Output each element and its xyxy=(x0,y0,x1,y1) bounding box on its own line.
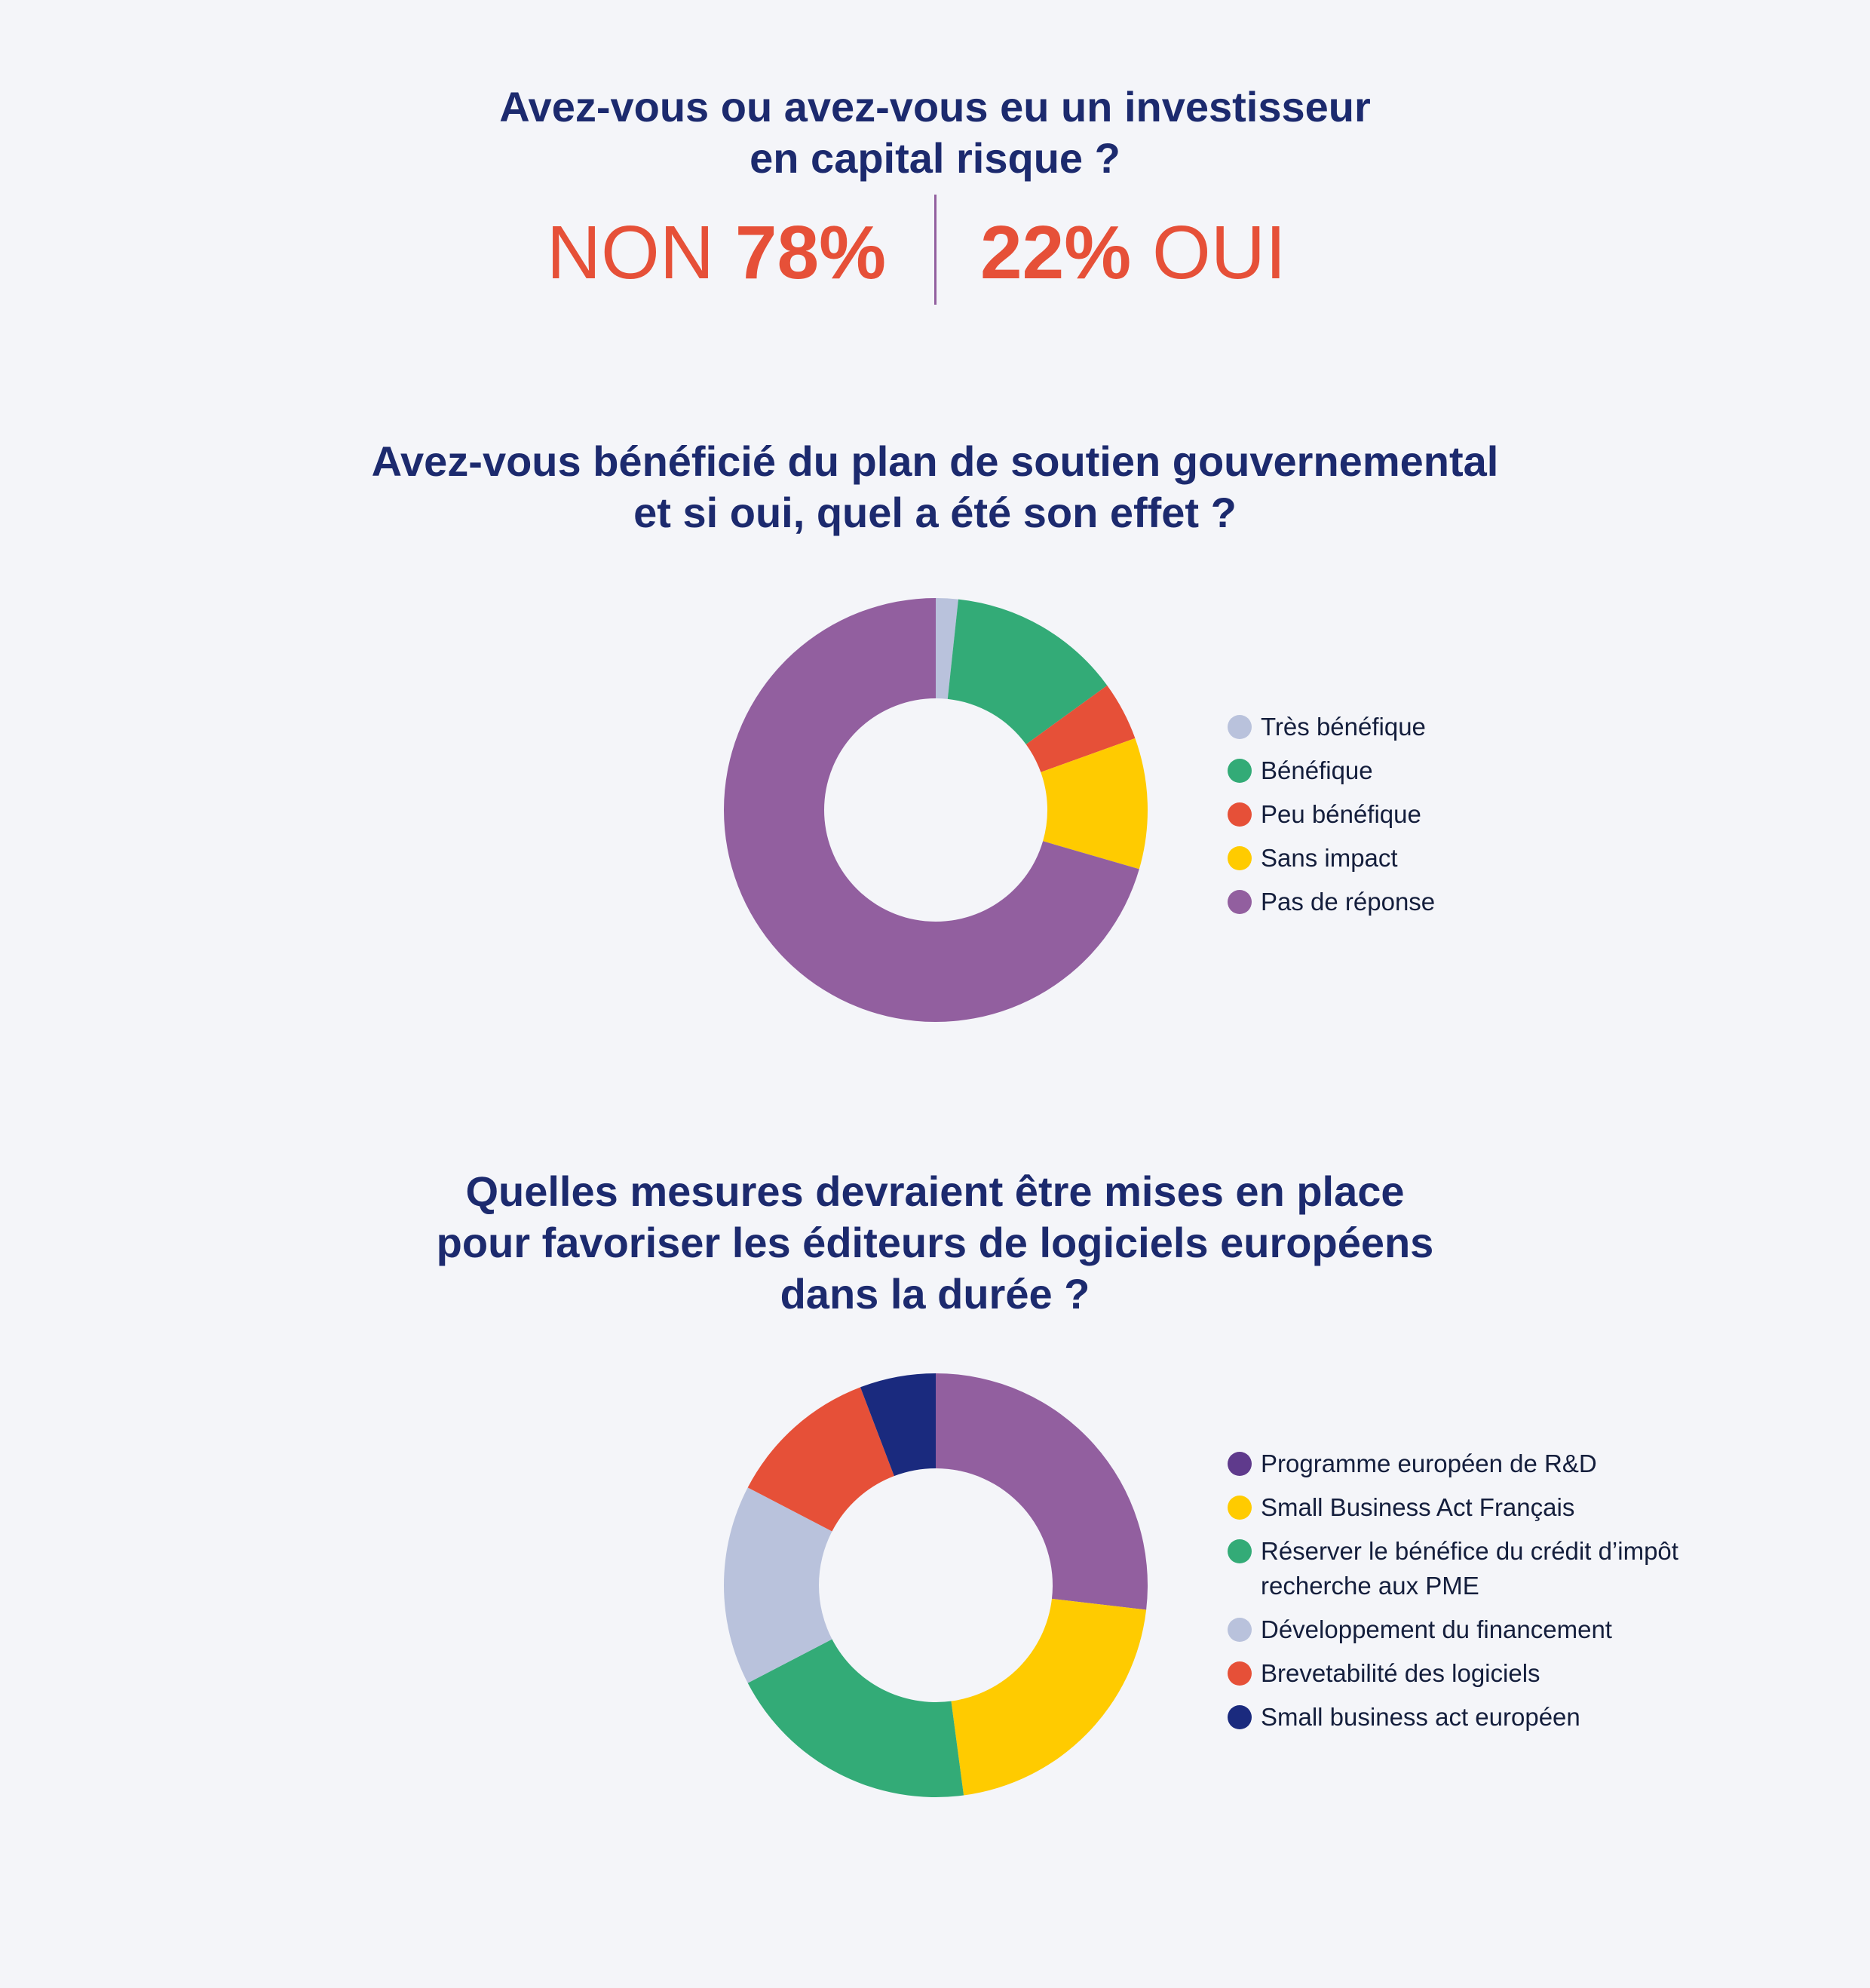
stat-divider xyxy=(934,195,937,305)
legend-swatch xyxy=(1228,759,1252,783)
legend-label: Sans impact xyxy=(1261,844,1398,872)
legend-label: Réserver le bénéfice du crédit d’impôt xyxy=(1261,1537,1678,1565)
legend-item-tres-benefique: Très bénéfique xyxy=(1228,710,1435,744)
legend-swatch xyxy=(1228,1539,1252,1563)
chart2-donut xyxy=(724,1373,1148,1797)
legend-item-pas-de-reponse: Pas de réponse xyxy=(1228,885,1435,919)
title-line: Quelles mesures devraient être mises en … xyxy=(465,1167,1405,1215)
legend-label: Développement du financement xyxy=(1261,1615,1612,1643)
slice-developpement-du-financement xyxy=(724,1487,832,1683)
legend-swatch xyxy=(1228,1452,1252,1476)
chart1-legend: Très bénéfique Bénéfique Peu bénéfique Sans… xyxy=(1228,710,1435,928)
legend-item-sans-impact: Sans impact xyxy=(1228,841,1435,876)
legend-swatch xyxy=(1228,846,1252,870)
non-label: NON xyxy=(546,210,715,295)
slice-benefique xyxy=(947,599,1108,745)
legend-label: Très bénéfique xyxy=(1261,713,1426,741)
legend-swatch xyxy=(1228,1661,1252,1686)
slice-pas-de-reponse xyxy=(723,598,1139,1022)
title-line: et si oui, quel a été son effet ? xyxy=(633,489,1237,536)
title-line: pour favoriser les éditeurs de logiciels… xyxy=(436,1219,1434,1266)
legend-label: Pas de réponse xyxy=(1261,888,1436,916)
oui-label: OUI xyxy=(1151,210,1286,295)
legend-item-peu-benefique: Peu bénéfique xyxy=(1228,797,1435,832)
chart1-title: Avez-vous bénéficié du plan de soutien g… xyxy=(0,436,1870,538)
slice-small-business-act-europeen xyxy=(860,1373,936,1477)
legend-swatch xyxy=(1228,1705,1252,1729)
slice-peu-benefique xyxy=(1025,685,1136,772)
legend-label: Bénéfique xyxy=(1261,756,1373,784)
stat-non: NON 78% xyxy=(547,204,886,302)
slice-programme-europeen-de-r-d xyxy=(936,1373,1148,1610)
legend-swatch xyxy=(1228,1496,1252,1520)
legend-label: Small business act européen xyxy=(1261,1703,1580,1731)
legend-item-benefique: Bénéfique xyxy=(1228,753,1435,788)
slice-brevetabilite-des-logiciels xyxy=(747,1387,894,1532)
slice-sans-impact xyxy=(1041,738,1148,870)
title-line: dans la durée ? xyxy=(780,1270,1090,1318)
legend-item-small-business-act-francais: Small Business Act Français xyxy=(1228,1490,1678,1525)
legend-item-developpement-du-financement: Développement du financement xyxy=(1228,1612,1678,1647)
legend-item-small-business-act-europeen: Small business act européen xyxy=(1228,1700,1678,1735)
legend-item-reserver-le-benefice-du-credit-d-impot-recherche-aux-pme: Réserver le bénéfice du crédit d’impôt re… xyxy=(1228,1534,1678,1603)
legend-label: Programme européen de R&D xyxy=(1261,1450,1597,1477)
non-value: 78% xyxy=(734,210,886,295)
legend-swatch xyxy=(1228,715,1252,739)
legend-label: Peu bénéfique xyxy=(1261,800,1421,828)
title-venture-capital: Avez-vous ou avez-vous eu un investisseu… xyxy=(0,81,1870,184)
chart2-legend: Programme européen de R&D Small Business … xyxy=(1228,1447,1678,1744)
legend-swatch xyxy=(1228,890,1252,914)
legend-swatch xyxy=(1228,1618,1252,1642)
stat-oui: 22% OUI xyxy=(980,204,1286,302)
oui-value: 22% xyxy=(980,210,1132,295)
title-line: Avez-vous ou avez-vous eu un investisseu… xyxy=(499,83,1371,130)
title-line: Avez-vous bénéficié du plan de soutien g… xyxy=(371,437,1499,485)
chart1-donut xyxy=(723,598,1148,1022)
legend-swatch xyxy=(1228,802,1252,827)
title-line: en capital risque ? xyxy=(750,134,1120,182)
slice-small-business-act-francais xyxy=(951,1598,1147,1796)
slice-tres-benefique xyxy=(936,598,958,699)
chart2-title: Quelles mesures devraient être mises en … xyxy=(0,1166,1870,1320)
legend-label: Brevetabilité des logiciels xyxy=(1261,1659,1540,1687)
legend-label: recherche aux PME xyxy=(1261,1572,1479,1600)
legend-item-programme-europeen-de-r-d: Programme européen de R&D xyxy=(1228,1447,1678,1481)
slice-reserver-le-benefice-du-credit-d-impot-recherche-aux-pme xyxy=(747,1639,964,1797)
legend-label: Small Business Act Français xyxy=(1261,1493,1575,1521)
legend-item-brevetabilite-des-logiciels: Brevetabilité des logiciels xyxy=(1228,1656,1678,1691)
